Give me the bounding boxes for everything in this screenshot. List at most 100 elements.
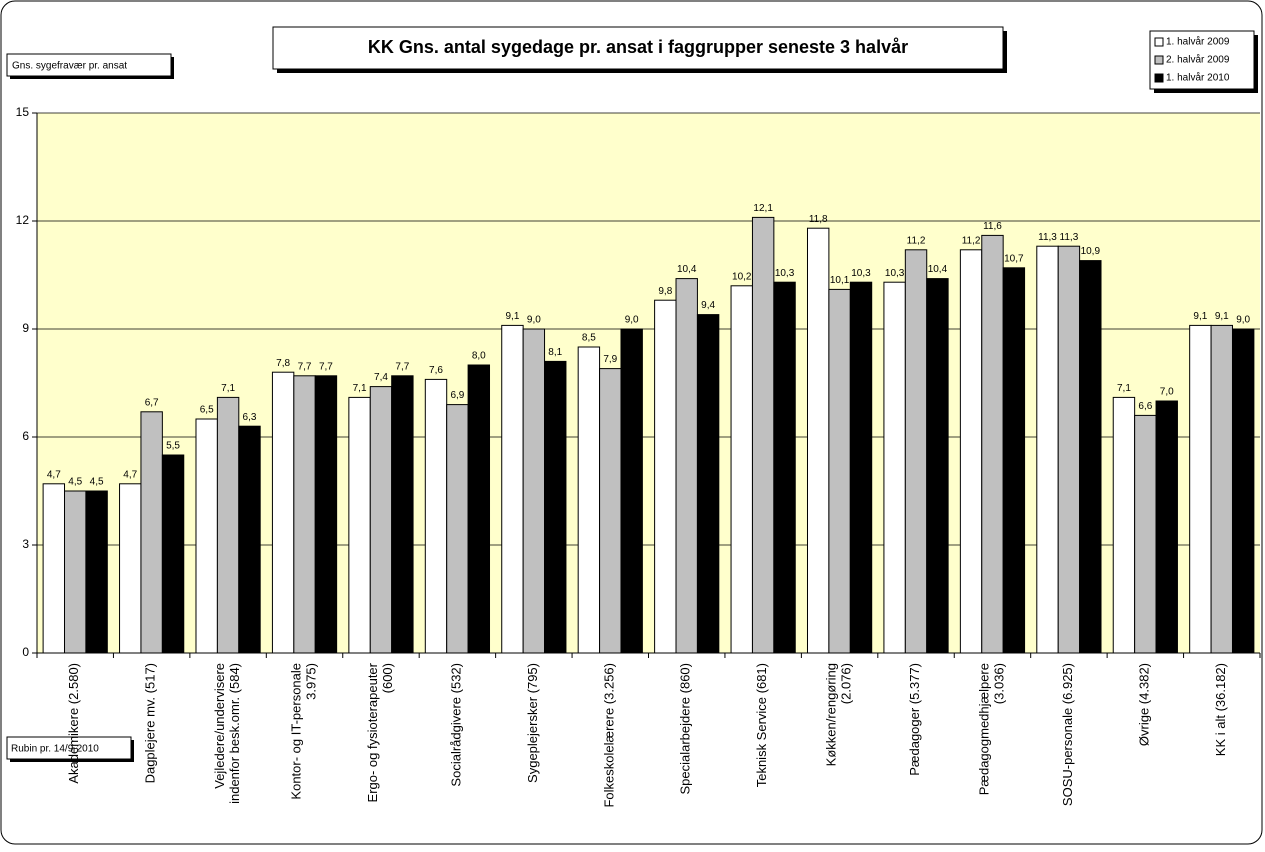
bar [216,396,240,654]
value-label: 11,3 [1038,232,1057,243]
value-label: 10,9 [1081,246,1101,257]
legend-box [1149,30,1255,90]
legend-label: 1. halvår 2009 [1166,36,1230,48]
x-tick-label: Pædagoger (5.377) [907,663,922,776]
value-label: 6,3 [243,412,257,423]
bar [42,483,66,654]
value-label: 4,7 [47,469,61,480]
bar [675,278,698,654]
y-tick-label: 6 [22,429,29,443]
bar [424,378,448,654]
y-axis-label: Gns. sygefravær pr. ansat [12,61,127,72]
value-label: 4,5 [68,477,82,488]
bar [1210,324,1233,654]
bar [467,364,491,654]
bar [1155,400,1178,654]
value-label: 11,6 [983,221,1002,232]
bar [501,324,524,654]
bar [849,281,873,654]
bar [828,288,851,654]
bar [1134,414,1157,654]
value-label: 11,2 [907,235,926,246]
x-tick-label: KK i alt (36.182) [1213,663,1228,756]
value-label: 6,5 [200,405,214,416]
value-label: 9,4 [701,300,715,311]
bar [1112,396,1136,654]
x-tick-label: SOSU-personale (6.925) [1060,663,1075,806]
bar [904,249,928,654]
bar [1189,324,1212,654]
value-label: 8,0 [472,351,486,362]
bar [654,299,677,654]
value-label: 9,1 [1193,311,1207,322]
value-label: 4,7 [123,469,137,480]
value-label: 10,4 [928,264,948,275]
bar [391,375,414,654]
x-tick-label: Køkken/rengøring(2.076) [824,663,854,766]
value-label: 9,0 [625,315,639,326]
bar [369,386,393,654]
bar [926,278,949,654]
value-label: 7,7 [395,361,409,372]
bar [446,404,469,654]
bar [1057,245,1081,654]
bar [522,328,546,654]
value-label: 7,7 [319,361,333,372]
value-label: 7,4 [374,372,388,383]
x-tick-label: Socialrådgivere (532) [449,663,464,787]
value-label: 7,1 [353,383,367,394]
value-label: 7,1 [1117,383,1131,394]
value-label: 7,7 [298,361,312,372]
bar [751,216,775,654]
title-box [272,26,1004,70]
bar [119,483,142,654]
x-tick-label: Specialarbejdere (860) [678,663,693,795]
bar [314,375,338,654]
x-tick-label: Folkeskolelærere (3.256) [602,663,617,808]
bar [883,281,906,654]
value-label: 5,5 [166,441,180,452]
y-tick-label: 0 [22,645,29,659]
value-label: 11,3 [1060,232,1079,243]
bar [577,346,601,654]
value-label: 9,1 [505,311,519,322]
footnote: Rubin pr. 14/9-2010 [11,744,99,755]
value-label: 6,9 [450,390,464,401]
value-label: 10,7 [1004,253,1024,264]
bar [730,285,753,654]
x-tick-label: Akademikere (2.580) [67,663,82,784]
value-label: 12,1 [753,203,773,214]
y-tick-label: 3 [22,537,29,551]
bar [1002,267,1026,654]
value-label: 10,2 [732,271,752,282]
x-tick-label: Ergo- og fysioterapeuter(600) [365,662,395,802]
legend-swatch [1154,55,1164,65]
y-tick-label: 12 [16,213,30,227]
value-label: 9,0 [1236,315,1250,326]
bar [696,314,720,654]
value-label: 8,1 [548,347,562,358]
y-tick-label: 9 [22,321,29,335]
bar [1079,260,1102,654]
bar [981,234,1004,654]
x-tick-label: Sygeplejersker (795) [525,663,540,783]
bar [161,454,185,654]
value-label: 9,0 [527,315,541,326]
bar [238,425,261,654]
value-label: 7,0 [1160,387,1174,398]
value-label: 11,8 [809,214,828,225]
bar [85,490,108,654]
value-label: 9,8 [658,286,672,297]
value-label: 11,2 [962,235,981,246]
x-tick-label: Vejledere/undervisereindenfor besk.omr. … [213,663,243,804]
value-label: 10,3 [885,268,905,279]
bar [620,328,643,654]
value-label: 10,1 [830,275,850,286]
value-label: 9,1 [1215,311,1229,322]
value-label: 10,3 [851,268,871,279]
x-tick-label: Kontor- og IT-personale3.975) [289,663,319,800]
bar [140,411,163,654]
value-label: 7,1 [221,383,235,394]
x-tick-label: Dagplejere mv. (517) [143,663,158,783]
